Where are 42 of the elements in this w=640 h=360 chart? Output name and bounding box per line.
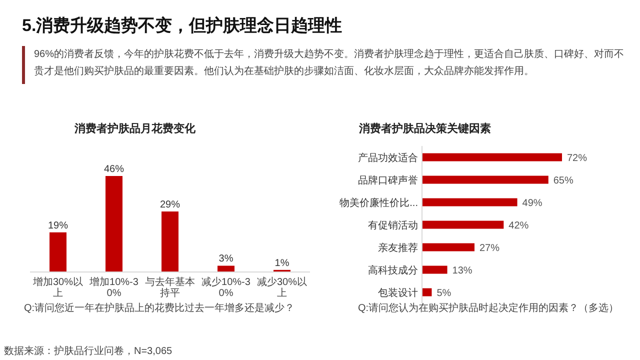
x-tick-label: 减少30%以上 <box>256 276 308 299</box>
text: 96%的消费者反馈，今年的护肤花费不低于去年，消费升级大趋势不变。消费者护肤理念趋于理性，更适合自己肤质、口碑好、对而不贵才是他们购买护肤品的最重要因素。他们认为在基础护肤的步骤如洁面、化妆水层面，大众品牌亦能发挥作用。 <box>34 48 626 79</box>
bar <box>50 232 66 272</box>
bar <box>218 266 234 272</box>
bar <box>422 176 548 184</box>
y-tick-label: 有促销活动 <box>368 219 418 232</box>
bar <box>422 288 432 296</box>
data-label: 49% <box>522 198 542 209</box>
bar <box>422 266 448 274</box>
y-tick-label: 品牌口碑声誉 <box>358 174 418 186</box>
data-label: 27% <box>480 242 500 254</box>
x-tick-label: 减少10%-30% <box>202 276 251 299</box>
bar <box>162 211 178 272</box>
data-label: 5% <box>436 288 452 299</box>
x-tick-label: 与去年基本持平 <box>145 276 195 299</box>
x-tick-label: 增加10%-30% <box>88 276 139 299</box>
data-label: 19% <box>48 220 68 232</box>
y-tick-label: 包装设计 <box>378 286 418 299</box>
data-label: 29% <box>160 199 180 210</box>
data-label: 13% <box>452 265 472 276</box>
data-label: 72% <box>567 152 588 164</box>
data-label: 46% <box>104 164 124 175</box>
data-label: 65% <box>553 175 574 186</box>
y-tick-label: 产品功效适合 <box>358 152 418 164</box>
bar <box>422 153 562 162</box>
data-label: 3% <box>218 254 234 265</box>
bar <box>106 176 122 272</box>
x-tick-label: 增加30%以上 <box>32 276 84 299</box>
y-tick-label: 高科技成分 <box>368 264 418 276</box>
bar <box>422 220 504 229</box>
chart-title: 消费者护肤品决策关键因素 <box>358 122 491 135</box>
annotation: Q:请问您认为在购买护肤品时起决定作用的因素？（多选） <box>358 302 619 314</box>
data-label: 42% <box>508 220 529 232</box>
y-tick-label: 物美价廉性价比... <box>340 196 418 209</box>
y-tick-label: 亲友推荐 <box>378 242 418 254</box>
text: Q:请问您近一年在护肤品上的花费比过去一年增多还是减少？ <box>24 302 295 314</box>
text: 5.消费升级趋势不变，但护肤理念日趋理性 <box>22 15 342 37</box>
data-label: 1% <box>274 258 290 269</box>
bar <box>422 198 518 206</box>
bar <box>422 243 474 252</box>
source-note: 数据来源：护肤品行业问卷，N=3,065 <box>4 344 172 358</box>
chart-title: 消费者护肤品月花费变化 <box>74 122 196 135</box>
